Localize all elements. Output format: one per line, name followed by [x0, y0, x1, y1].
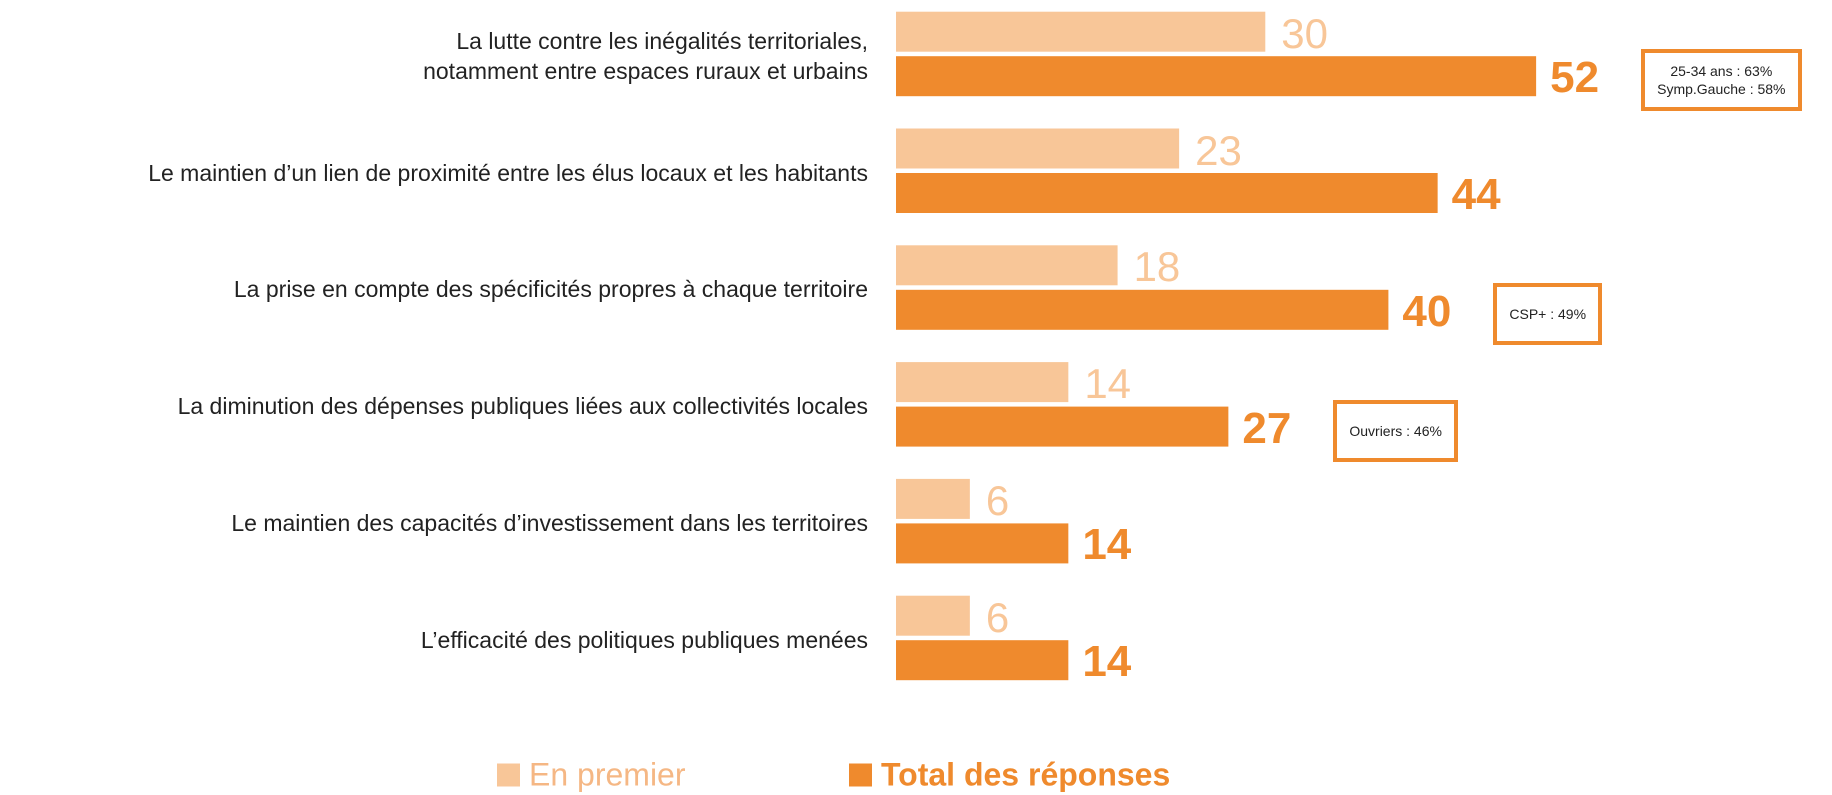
category-label: La diminution des dépenses publiques lié…	[177, 393, 868, 420]
bar	[896, 245, 1118, 286]
annotation: 25-34 ans : 63% Symp.Gauche : 58%	[1641, 49, 1802, 112]
category-label: Le maintien d’un lien de proximité entre…	[148, 159, 868, 186]
annotation: CSP+ : 49%	[1493, 282, 1603, 345]
bar	[896, 406, 1229, 447]
annotation-text: CSP+ : 49%	[1509, 305, 1587, 322]
legend-item: Total des réponses	[849, 757, 1170, 794]
bar	[896, 289, 1389, 330]
annotation-text: Symp.Gauche : 58%	[1657, 81, 1786, 98]
bar	[896, 362, 1069, 403]
category-label: La lutte contre les inégalités territori…	[423, 27, 868, 84]
category-label: La prise en compte des spécificités prop…	[233, 276, 868, 303]
bar	[896, 640, 1069, 681]
value-label: 40	[1402, 286, 1452, 336]
value-label: 14	[1084, 360, 1132, 408]
bar	[896, 478, 970, 519]
value-label: 27	[1242, 403, 1292, 453]
value-label: 14	[1082, 637, 1132, 687]
value-label: 23	[1195, 126, 1242, 174]
annotation-text: 25-34 ans : 63%	[1670, 63, 1773, 80]
annotation-text: Ouvriers : 46%	[1349, 422, 1442, 439]
bar	[896, 173, 1438, 213]
annotation: Ouvriers : 46%	[1333, 399, 1458, 462]
legend-item: En premier	[497, 757, 686, 794]
value-label: 6	[985, 593, 1010, 641]
value-label: 30	[1281, 9, 1329, 57]
legend-swatch	[849, 763, 872, 787]
legend-swatch	[497, 763, 520, 787]
category-label: Le maintien des capacités d’investisseme…	[231, 509, 868, 536]
legend-label: En premier	[529, 756, 686, 793]
bar	[896, 56, 1537, 97]
value-label: 14	[1082, 520, 1132, 570]
bar	[896, 523, 1069, 564]
category-label: L’efficacité des politiques publiques me…	[420, 626, 868, 653]
value-label: 52	[1550, 53, 1600, 103]
bar	[896, 128, 1180, 169]
value-label: 18	[1133, 243, 1181, 291]
value-label: 6	[985, 476, 1010, 524]
legend-label: Total des réponses	[881, 756, 1171, 793]
bar	[896, 11, 1266, 52]
value-label: 44	[1451, 170, 1501, 219]
bar	[896, 595, 970, 636]
